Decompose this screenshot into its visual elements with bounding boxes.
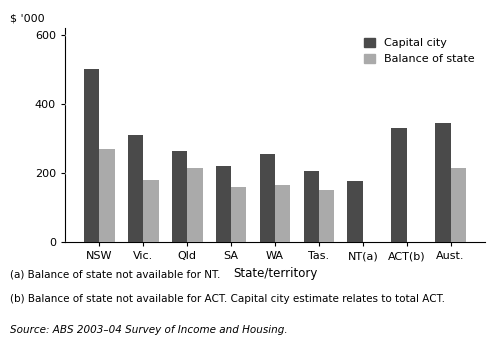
Text: (b) Balance of state not available for ACT. Capital city estimate relates to tot: (b) Balance of state not available for A… [10, 294, 445, 304]
Bar [144, 180, 158, 242]
Legend: Capital city, Balance of state: Capital city, Balance of state [360, 33, 480, 69]
Bar [304, 171, 319, 242]
Bar [128, 135, 144, 242]
Text: $ '000: $ '000 [10, 13, 45, 24]
Bar [260, 154, 275, 242]
Bar [348, 181, 363, 242]
X-axis label: State/territory: State/territory [233, 267, 317, 280]
Text: Source: ABS 2003–04 Survey of Income and Housing.: Source: ABS 2003–04 Survey of Income and… [10, 325, 287, 335]
Bar [319, 190, 334, 242]
Bar [187, 168, 202, 242]
Bar [275, 185, 290, 242]
Bar [231, 187, 246, 242]
Bar [216, 166, 231, 242]
Bar [172, 151, 187, 242]
Bar [392, 128, 406, 242]
Bar [84, 69, 100, 242]
Bar [100, 149, 115, 242]
Text: (a) Balance of state not available for NT.: (a) Balance of state not available for N… [10, 270, 220, 280]
Bar [435, 123, 450, 242]
Bar [450, 168, 466, 242]
